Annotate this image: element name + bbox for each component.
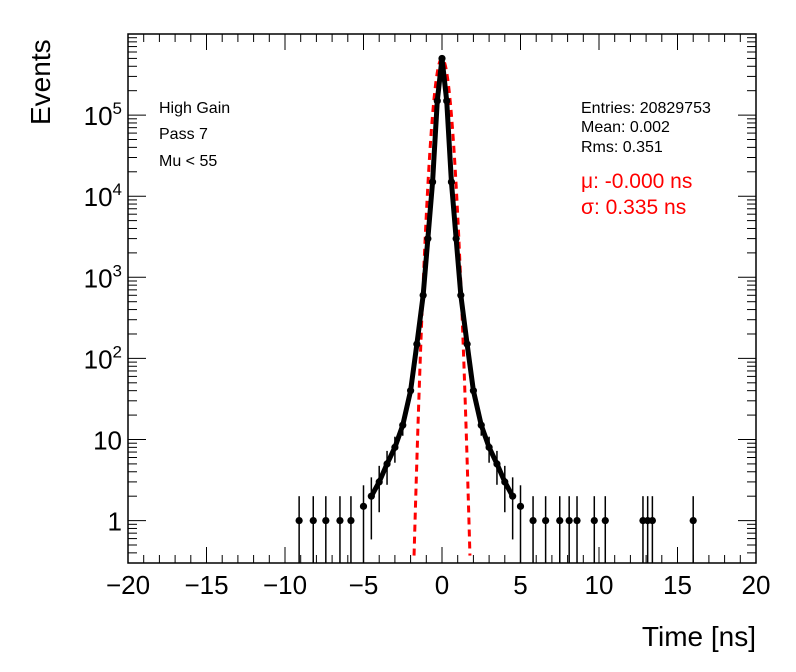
data-point: [573, 516, 581, 525]
y-tick-label: 103: [84, 261, 122, 293]
data-point: [322, 516, 330, 525]
annotation-pass: Pass 7: [159, 126, 208, 143]
x-tick-label: 0: [435, 570, 449, 600]
x-tick-label: −5: [349, 570, 379, 600]
x-tick-label: 20: [742, 570, 771, 600]
y-tick-label: 104: [84, 180, 122, 212]
data-point: [565, 516, 573, 525]
data-point: [648, 516, 656, 525]
x-tick-label: 5: [513, 570, 527, 600]
data-point: [590, 516, 598, 525]
stats-entries: Entries: 20829753: [581, 100, 711, 117]
data-point: [542, 516, 550, 525]
data-point: [556, 516, 564, 525]
x-tick-label: 10: [585, 570, 614, 600]
data-point: [529, 516, 537, 525]
fit-mu-label: μ: -0.000 ns: [581, 170, 692, 193]
annotation-high-gain: High Gain: [159, 100, 230, 117]
data-point: [336, 516, 344, 525]
data-point: [347, 516, 355, 525]
x-tick-label: −20: [106, 570, 150, 600]
y-axis-title: Events: [25, 39, 56, 125]
data-point: [295, 516, 303, 525]
data-points-layer: [295, 54, 697, 563]
x-tick-label: −15: [184, 570, 228, 600]
data-point: [689, 516, 697, 525]
data-point: [516, 502, 525, 510]
stats-mean: Mean: 0.002: [581, 119, 670, 136]
y-tick-label: 102: [84, 342, 122, 374]
data-point: [359, 502, 368, 510]
data-envelope: [369, 55, 515, 498]
stats-rms: Rms: 0.351: [581, 139, 663, 156]
x-axis: −20 −15 −10 −5 0 5 10 15 20: [106, 34, 771, 600]
x-tick-label: −10: [263, 570, 307, 600]
data-point: [309, 516, 317, 525]
fit-sigma-label: σ: 0.335 ns: [581, 196, 686, 219]
y-tick-label: 1: [108, 507, 122, 537]
y-tick-label: 10: [93, 425, 122, 455]
y-axis: 1 10 102 103 104 105: [84, 33, 756, 564]
x-axis-title: Time [ns]: [642, 621, 756, 652]
annotation-mu-cut: Mu < 55: [159, 153, 217, 170]
y-tick-label: 105: [84, 99, 122, 131]
x-tick-label: 15: [663, 570, 692, 600]
data-point: [601, 516, 609, 525]
